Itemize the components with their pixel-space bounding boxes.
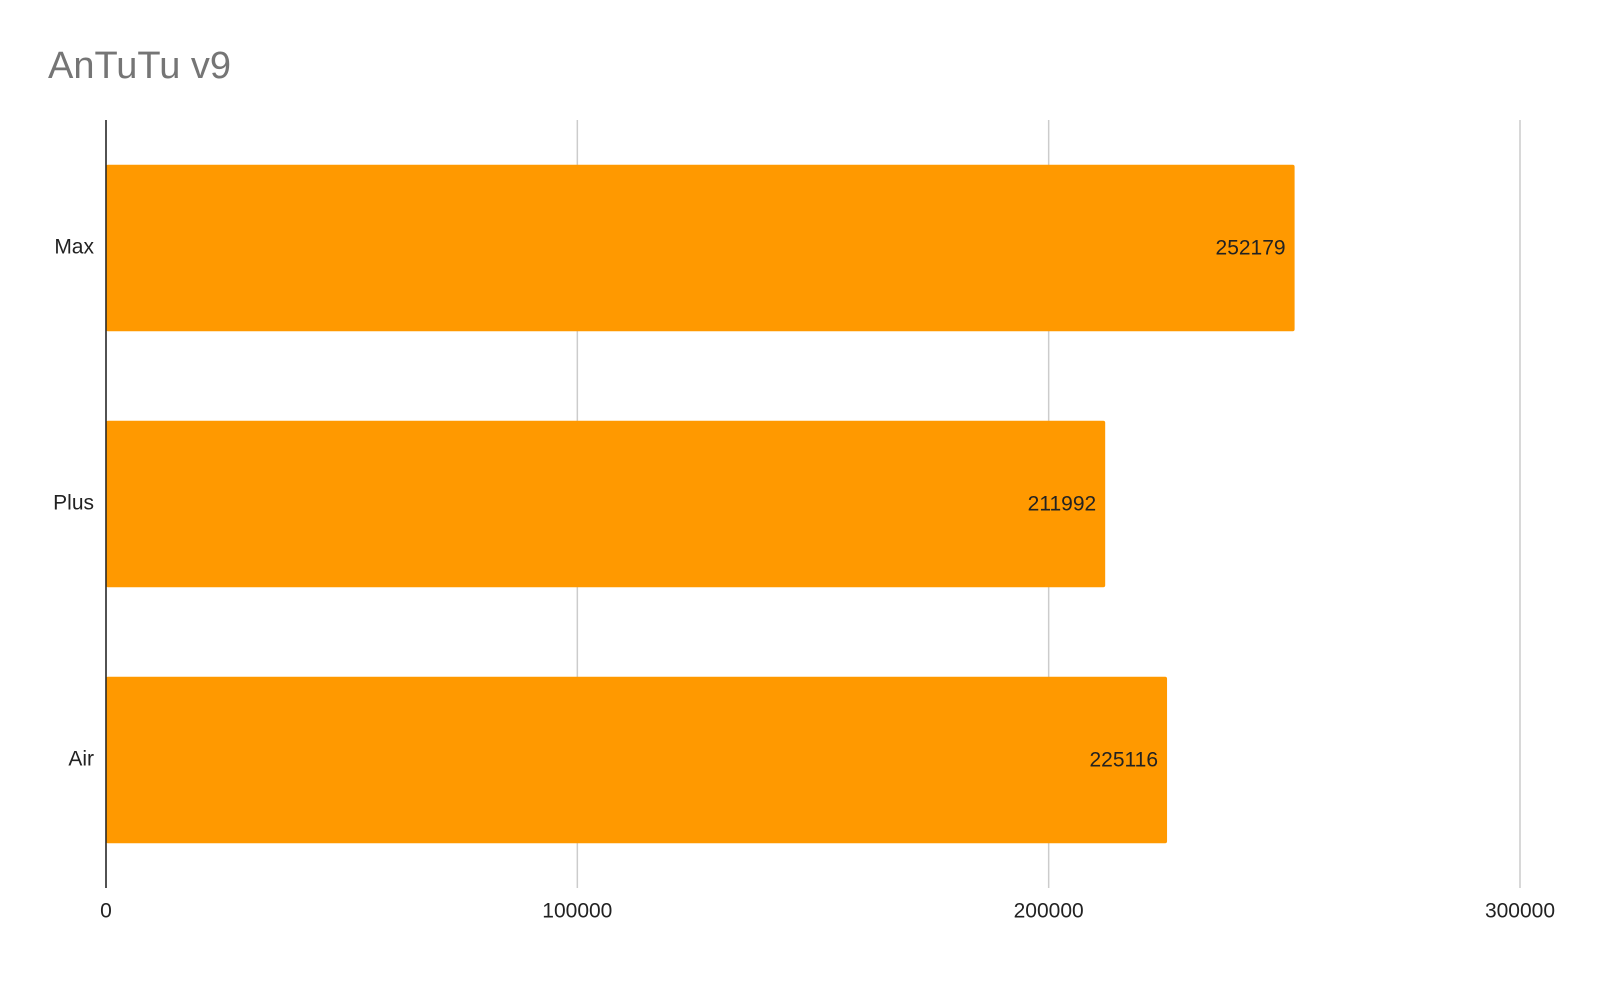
data-label: 211992 [1028,493,1097,516]
bar [106,164,1295,332]
y-tick-label: Air [68,748,94,771]
x-tick-label: 0 [100,900,112,923]
bar [106,676,1168,844]
data-label: 252179 [1216,237,1286,260]
x-tick-label: 100000 [542,900,612,923]
chart-title: AnTuTu v9 [48,45,231,87]
bar [106,420,1106,588]
x-tick-label: 300000 [1485,900,1555,923]
y-tick-label: Plus [53,492,94,515]
data-label: 225116 [1090,749,1159,772]
x-tick-label: 200000 [1014,900,1084,923]
y-tick-label: Max [54,236,94,259]
